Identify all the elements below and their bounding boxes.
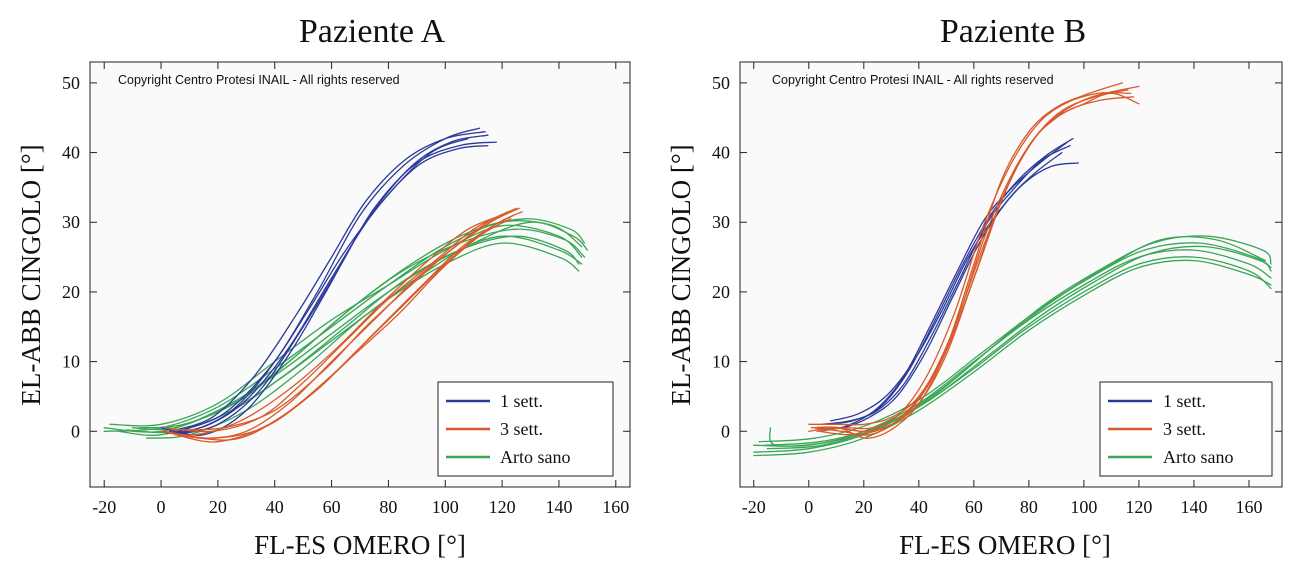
panel-b-x-tick-label: 140 xyxy=(1180,497,1207,517)
panel-a-y-tick-label: 50 xyxy=(62,73,80,93)
panel-a-x-tick-label: 80 xyxy=(379,497,397,517)
panel-b-series-1-sett-curve-4 xyxy=(819,141,1069,432)
panel-b-legend-box xyxy=(1099,381,1273,477)
panel-a-legend: 1 sett. 3 sett. Arto sano xyxy=(437,381,614,477)
panel-a-series-3-sett-curve-2 xyxy=(166,211,509,433)
panel-a-series-3-sett-curve-7 xyxy=(168,211,523,441)
panel-b-series-arto-sano-curve-5 xyxy=(753,259,1272,457)
panel-b-x-tick-label: 100 xyxy=(1070,497,1097,517)
panel-b-y-tick-label: 30 xyxy=(712,212,730,232)
panel-a: Paziente A Copyright Centro Protesi INAI… xyxy=(16,13,631,560)
panel-b-x-tick-label: 0 xyxy=(804,497,813,517)
panel-b-series-3-sett-curve-6 xyxy=(816,91,1132,432)
panel-b-y-tick-label: 20 xyxy=(712,282,730,302)
panel-a-y-tick-label: 20 xyxy=(62,282,80,302)
panel-b: Paziente B Copyright Centro Protesi INAI… xyxy=(666,13,1283,560)
panel-a-copyright: Copyright Centro Protesi INAIL - All rig… xyxy=(118,73,400,87)
panel-a-x-tick-label: 160 xyxy=(602,497,629,517)
panel-a-x-tick-label: 60 xyxy=(323,497,341,517)
panel-b-x-tick-label: 60 xyxy=(965,497,983,517)
panel-a-ticks: -20 0 20 40 60 80 100 120 140 160 0 10 20 30 40 50 xyxy=(62,62,630,517)
panel-b-x-tick-label: 20 xyxy=(855,497,873,517)
panel-a-title: Paziente A xyxy=(299,13,446,50)
panel-b-legend: 1 sett. 3 sett. Arto sano xyxy=(1099,381,1273,477)
panel-b-series-3-sett-curve-3 xyxy=(808,82,1124,426)
panel-b-x-tick-label: 120 xyxy=(1125,497,1152,517)
panel-a-x-tick-label: 140 xyxy=(545,497,572,517)
panel-b-copyright: Copyright Centro Protesi INAIL - All rig… xyxy=(772,73,1054,87)
panel-a-y-axis-label: EL-ABB CINGOLO [°] xyxy=(16,144,46,405)
panel-a-series-3-sett-curve-5 xyxy=(171,207,520,431)
panel-a-y-tick-label: 10 xyxy=(62,352,80,372)
panel-a-legend-label-3-sett: 3 sett. xyxy=(500,419,543,439)
panel-b-series-1-sett-curve-5 xyxy=(824,137,1074,425)
panel-b-x-axis-label: FL-ES OMERO [°] xyxy=(899,530,1111,560)
panel-a-x-tick-label: -20 xyxy=(92,497,116,517)
panel-b-series-3-sett-curve-4 xyxy=(819,96,1135,436)
panel-a-x-tick-label: 120 xyxy=(489,497,516,517)
panel-a-series-1-sett-curve-5 xyxy=(177,137,469,432)
panel-a-legend-label-arto-sano: Arto sano xyxy=(500,447,571,467)
panel-a-series xyxy=(103,127,589,443)
panel-b-x-tick-label: 160 xyxy=(1235,497,1262,517)
panel-b-ticks: -20 0 20 40 60 80 100 120 140 160 0 10 20 30 40 50 xyxy=(712,62,1282,517)
panel-b-series-arto-sano-curve-2 xyxy=(753,256,1272,453)
panel-b-y-tick-label: 40 xyxy=(712,143,730,163)
panel-a-series-1-sett-curve-6 xyxy=(166,144,489,435)
panel-a-series-1-sett-curve-3 xyxy=(174,141,498,436)
panel-b-title: Paziente B xyxy=(940,13,1086,50)
panel-b-series-3-sett-curve-5 xyxy=(810,85,1140,439)
panel-b-series-arto-sano-curve-7 xyxy=(768,235,1267,447)
panel-b-legend-label-3-sett: 3 sett. xyxy=(1163,419,1206,439)
panel-b-series-arto-sano-curve-6 xyxy=(764,245,1272,446)
panel-a-legend-label-1-sett: 1 sett. xyxy=(500,391,543,411)
panel-b-y-axis-label: EL-ABB CINGOLO [°] xyxy=(666,144,696,405)
panel-b-x-tick-label: 40 xyxy=(910,497,928,517)
panel-a-series-3-sett-curve-6 xyxy=(163,218,512,439)
panel-b-y-tick-label: 10 xyxy=(712,352,730,372)
panel-a-x-tick-label: 20 xyxy=(209,497,227,517)
panel-b-legend-label-1-sett: 1 sett. xyxy=(1163,391,1206,411)
panel-a-y-tick-label: 0 xyxy=(71,421,80,441)
panel-b-x-tick-label: 80 xyxy=(1020,497,1038,517)
panel-a-series-3-sett-curve-4 xyxy=(160,214,503,436)
panel-b-x-tick-label: -20 xyxy=(742,497,766,517)
panel-b-legend-label-arto-sano: Arto sano xyxy=(1163,447,1234,467)
panel-a-x-axis-label: FL-ES OMERO [°] xyxy=(254,530,466,560)
panel-a-y-tick-label: 40 xyxy=(62,143,80,163)
panel-a-series-arto-sano-curve-8 xyxy=(137,218,586,429)
panel-b-y-tick-label: 0 xyxy=(721,421,730,441)
panel-b-series xyxy=(753,82,1272,457)
panel-b-y-tick-label: 50 xyxy=(712,73,730,93)
panel-a-x-tick-label: 100 xyxy=(432,497,459,517)
panel-a-series-arto-sano-curve-6 xyxy=(103,220,583,432)
panel-b-series-1-sett-curve-3 xyxy=(830,162,1080,422)
panel-a-x-tick-label: 40 xyxy=(266,497,284,517)
panel-a-y-tick-label: 30 xyxy=(62,212,80,232)
panel-a-series-1-sett-curve-4 xyxy=(168,131,486,432)
panel-a-x-tick-label: 0 xyxy=(157,497,166,517)
